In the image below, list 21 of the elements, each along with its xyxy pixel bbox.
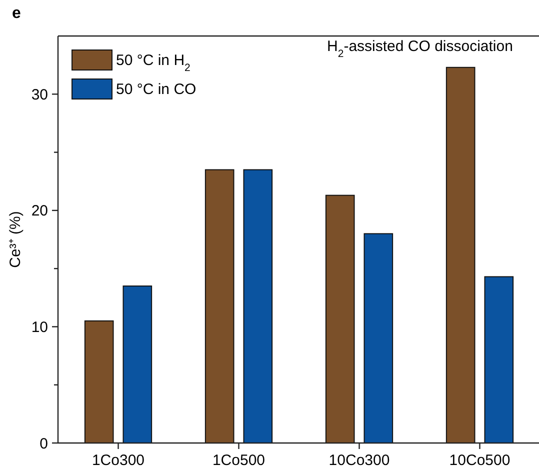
y-axis-title: Ce³⁺ (%) — [7, 211, 24, 268]
x-tick-label: 1Co300 — [92, 452, 145, 469]
y-tick-label: 0 — [40, 435, 48, 452]
annotation: H$_{2}$-assisted CO dissociation — [327, 38, 513, 60]
y-tick-label: 20 — [31, 202, 48, 220]
bar — [204, 169, 234, 444]
bar — [325, 194, 355, 444]
legend-label: 50 °C in H$_{2}$ — [116, 52, 191, 74]
x-tick-label: 10Co300 — [328, 452, 390, 469]
y-tick-label: 10 — [31, 318, 48, 336]
text: e — [12, 5, 21, 22]
y-tick-label: 30 — [31, 86, 48, 104]
bar — [122, 286, 152, 444]
x-tick-label: 10Co500 — [449, 452, 510, 469]
bar — [446, 66, 476, 444]
bar — [484, 276, 514, 444]
x-tick-label: 1Co500 — [212, 452, 266, 469]
bar — [243, 169, 273, 444]
bar — [84, 320, 114, 444]
legend-label: 50 °C in CO — [116, 81, 196, 98]
bar — [364, 233, 394, 444]
